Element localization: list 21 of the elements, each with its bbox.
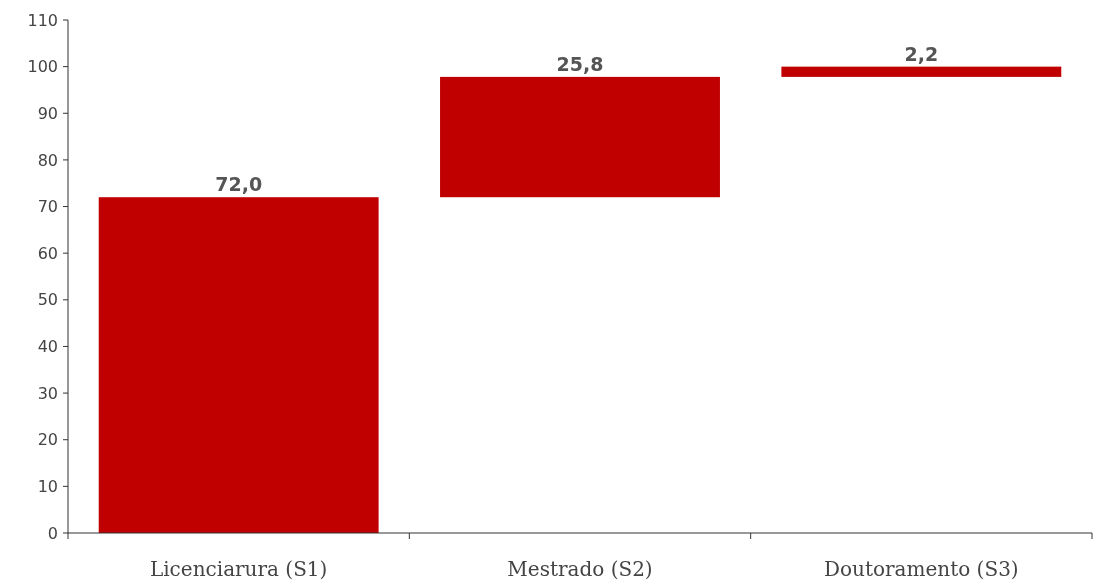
y-tick-label: 10 (37, 476, 58, 496)
x-tick-label: Doutoramento (S3) (824, 557, 1019, 581)
x-tick-label: Licenciarura (S1) (149, 557, 328, 581)
bar (98, 197, 379, 533)
y-tick-label: 80 (37, 150, 58, 170)
data-label: 25,8 (556, 52, 604, 75)
y-tick-label: 30 (37, 383, 58, 403)
y-tick-label: 50 (37, 290, 58, 310)
x-tick-label: Mestrado (S2) (507, 557, 653, 581)
y-tick-label: 90 (37, 103, 58, 123)
bar (440, 76, 720, 198)
y-tick-label: 110 (27, 10, 58, 30)
y-tick-label: 0 (47, 523, 58, 543)
y-tick-label: 20 (37, 430, 58, 450)
y-tick-label: 40 (37, 337, 58, 357)
bar (781, 66, 1062, 77)
data-label: 2,2 (904, 42, 939, 65)
y-tick-label: 70 (37, 197, 58, 217)
y-tick-label: 100 (27, 57, 58, 77)
y-tick-label: 60 (37, 243, 58, 263)
data-label: 72,0 (215, 173, 263, 196)
